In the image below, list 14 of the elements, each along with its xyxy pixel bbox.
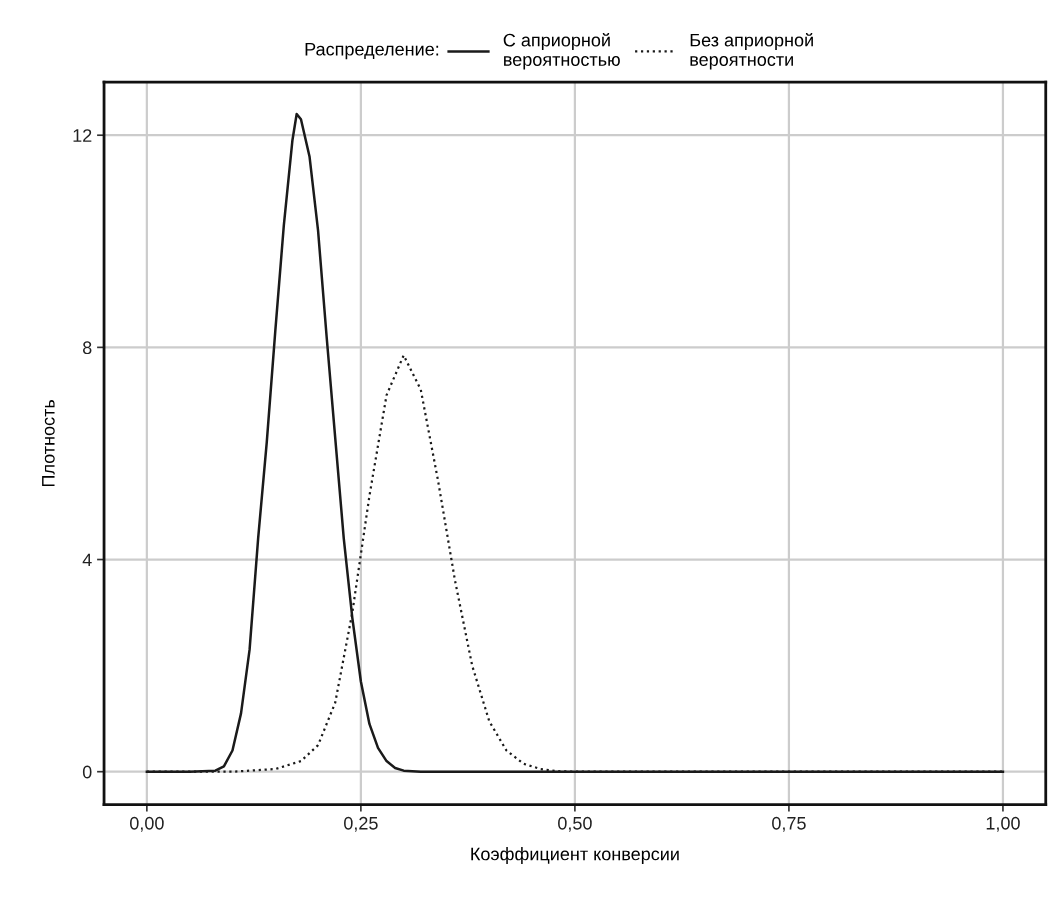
legend-label: С априорной вероятностью [503, 32, 620, 70]
x-tick-label: 0,75 [772, 816, 806, 832]
y-tick-label: 0 [82, 765, 92, 779]
y-tick-label: 8 [82, 341, 92, 355]
y-tick-label: 4 [82, 553, 92, 567]
x-tick-label: 0,00 [129, 816, 164, 832]
x-axis-title: Коэффициент конверсии [471, 847, 679, 864]
y-axis-title: Плотность [42, 399, 55, 487]
x-tick-label: 1,00 [986, 816, 1020, 832]
legend-title: Распределение: [305, 42, 439, 60]
y-tick-label: 12 [73, 129, 92, 142]
legend-label: Без априорной вероятности [690, 32, 813, 70]
x-tick-label: 0,50 [558, 816, 592, 832]
x-tick-label: 0,25 [344, 816, 378, 832]
